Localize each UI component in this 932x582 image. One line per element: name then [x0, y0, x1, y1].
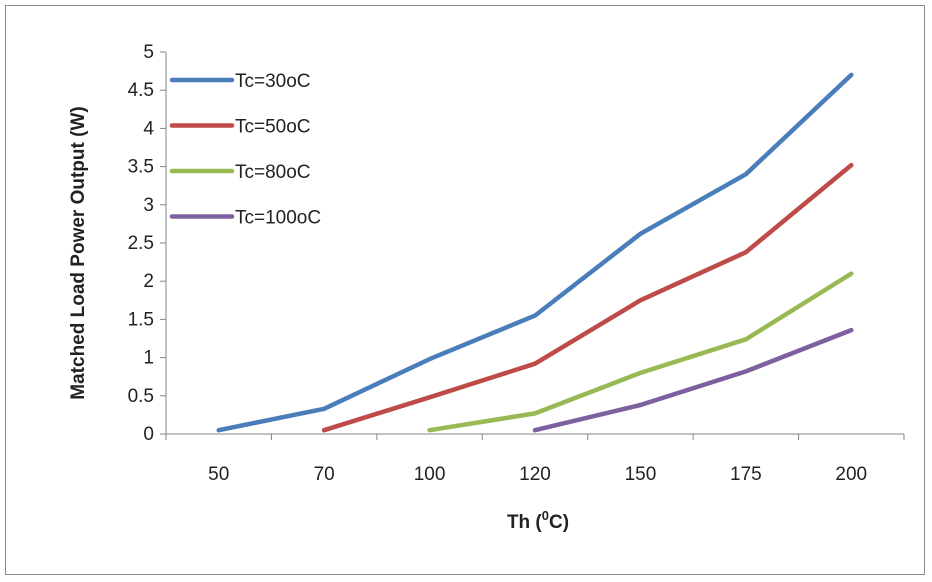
x-tick-label: 50	[208, 464, 229, 485]
y-tick-label: 1	[143, 348, 154, 369]
x-tick-label: 200	[835, 464, 867, 485]
y-tick-label: 1.5	[128, 309, 154, 330]
x-tick-label: 175	[730, 464, 762, 485]
legend-label: Tc=30oC	[235, 71, 311, 92]
series-line-2	[321, 162, 854, 433]
y-tick-label: 4	[143, 118, 154, 139]
y-tick-label: 0	[143, 424, 154, 445]
y-tick-label: 0.5	[128, 386, 154, 407]
y-axis-title: Matched Load Power Output (W)	[68, 106, 89, 399]
x-tick-label: 100	[414, 464, 446, 485]
legend-label: Tc=100oC	[235, 208, 321, 229]
y-tick-label: 3.5	[128, 157, 154, 178]
x-tick-label: 120	[519, 464, 551, 485]
x-tick-label: 70	[314, 464, 335, 485]
chart-frame	[5, 5, 925, 575]
series-line-4	[532, 327, 854, 433]
y-tick-label: 2	[143, 271, 154, 292]
legend-label: Tc=80oC	[235, 162, 311, 183]
y-tick-label: 4.5	[128, 80, 154, 101]
series-layer	[216, 72, 854, 433]
legend-label: Tc=50oC	[235, 117, 311, 138]
legend: Tc=30oC Tc=50oC Tc=80oC Tc=100oC	[169, 71, 321, 229]
y-tick-label: 2.5	[128, 233, 154, 254]
series-line-1	[216, 72, 854, 433]
x-tick-label: 150	[625, 464, 657, 485]
y-tick-label: 3	[143, 195, 154, 216]
series-line-3	[427, 271, 854, 433]
axes: 0 0.5 1 1.5 2 2.5 3 3.5 4 4.5 5 50 70 100 120 150 175 200	[128, 42, 905, 485]
y-tick-label: 5	[143, 42, 154, 63]
x-axis-title: Th (0C)	[507, 508, 569, 533]
